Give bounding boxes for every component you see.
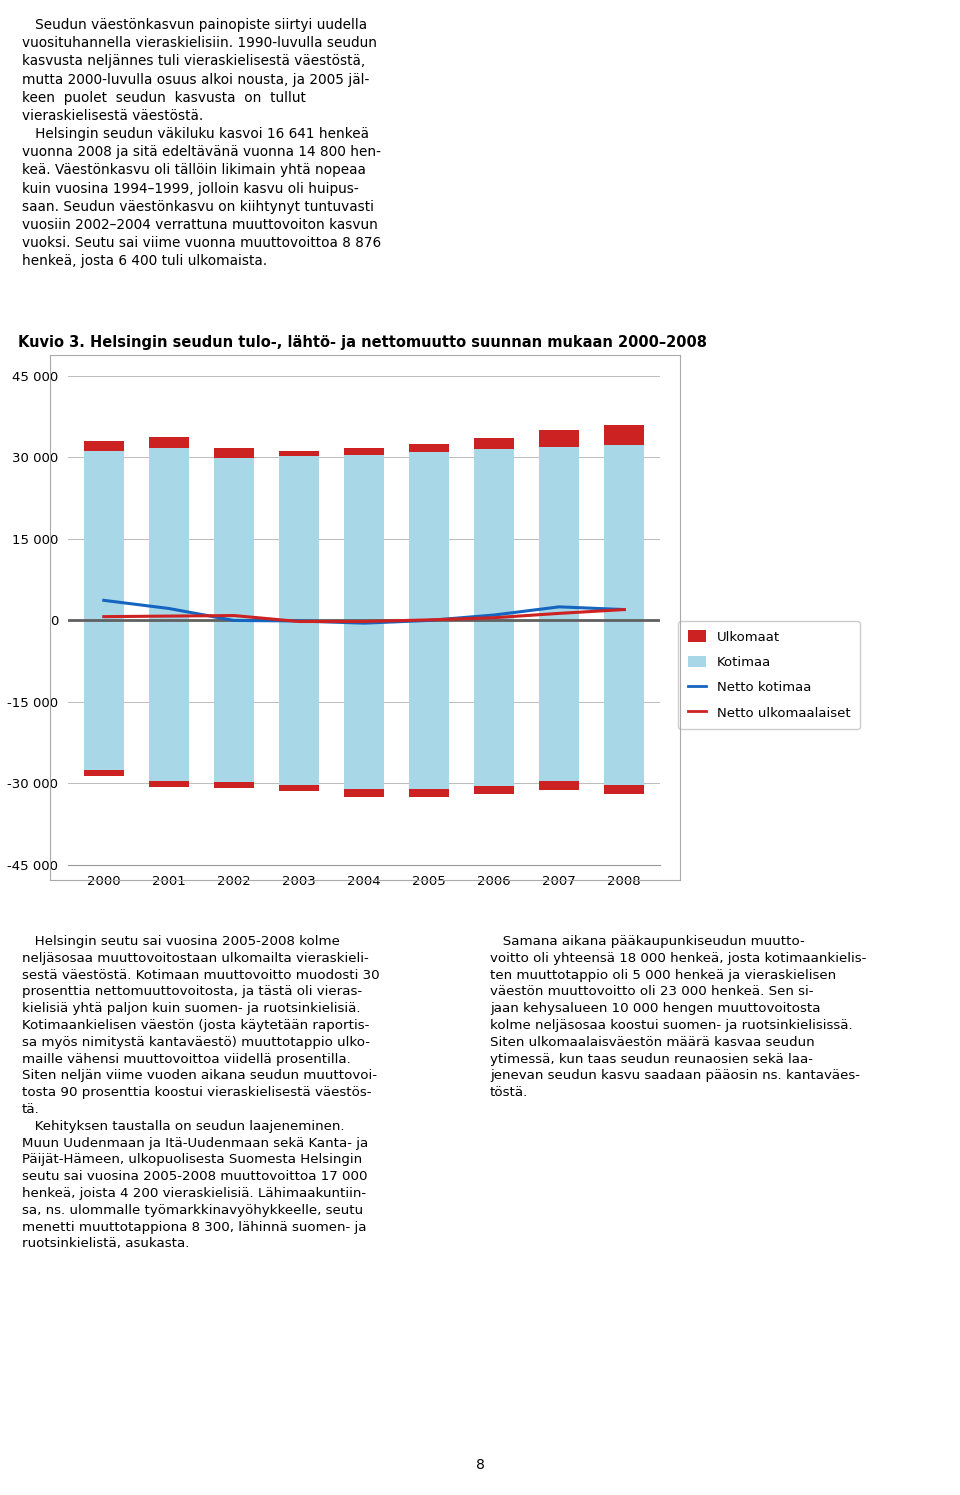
Bar <box>214 459 254 620</box>
Bar <box>278 456 319 620</box>
Bar <box>149 448 189 620</box>
Text: 8: 8 <box>475 1458 485 1473</box>
Bar <box>604 620 644 785</box>
Bar <box>214 447 254 459</box>
Legend: Ulkomaat, Kotimaa, Netto kotimaa, Netto ulkomaalaiset: Ulkomaat, Kotimaa, Netto kotimaa, Netto … <box>679 620 859 730</box>
Bar <box>149 620 189 780</box>
Bar <box>474 620 515 786</box>
Bar <box>604 785 644 794</box>
Bar <box>539 620 579 780</box>
Bar <box>344 789 384 797</box>
Text: Seudun väestönkasvun painopiste siirtyi uudella
vuosituhannella vieraskielisiin.: Seudun väestönkasvun painopiste siirtyi … <box>22 18 381 268</box>
Bar <box>278 785 319 791</box>
Bar <box>409 451 449 620</box>
Bar <box>214 620 254 782</box>
Bar <box>84 451 124 620</box>
Bar <box>604 446 644 620</box>
Bar <box>474 448 515 620</box>
Bar <box>539 780 579 789</box>
Bar <box>474 438 515 448</box>
Bar <box>409 444 449 451</box>
Bar <box>149 780 189 788</box>
Bar <box>539 431 579 447</box>
Bar <box>278 451 319 456</box>
Bar <box>149 437 189 448</box>
Bar <box>214 782 254 788</box>
Bar <box>539 447 579 620</box>
Bar <box>344 448 384 454</box>
Bar <box>84 620 124 770</box>
Bar <box>84 770 124 776</box>
Bar <box>474 786 515 794</box>
Bar <box>409 620 449 789</box>
Text: Kuvio 3. Helsingin seudun tulo-, lähtö- ja nettomuutto suunnan mukaan 2000–2008: Kuvio 3. Helsingin seudun tulo-, lähtö- … <box>18 335 707 350</box>
Text: Helsingin seutu sai vuosina 2005-2008 kolme
neljäsosaa muuttovoitostaan ulkomail: Helsingin seutu sai vuosina 2005-2008 ko… <box>22 934 379 1250</box>
Bar <box>344 454 384 620</box>
Bar <box>84 441 124 451</box>
Bar <box>604 425 644 446</box>
Bar <box>278 620 319 785</box>
Bar <box>409 789 449 797</box>
Bar <box>344 620 384 789</box>
Text: Samana aikana pääkaupunkiseudun muutto-
voitto oli yhteensä 18 000 henkeä, josta: Samana aikana pääkaupunkiseudun muutto- … <box>490 934 866 1099</box>
